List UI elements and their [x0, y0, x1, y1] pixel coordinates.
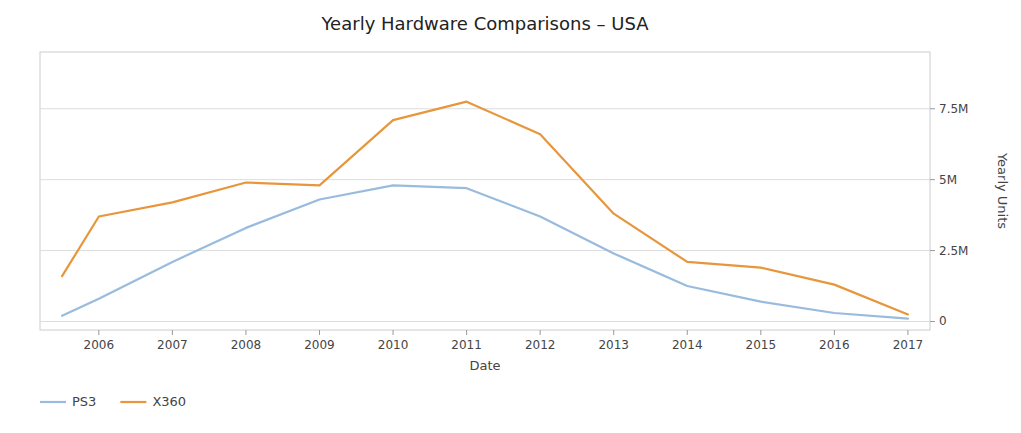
y-tick — [930, 108, 935, 109]
plot-area — [62, 102, 908, 319]
legend: PS3 X360 — [40, 394, 186, 409]
x-tick — [687, 330, 688, 335]
legend-label: X360 — [152, 394, 186, 409]
x-tick-label: 2016 — [819, 338, 850, 352]
x-tick-label: 2007 — [157, 338, 188, 352]
x-tick-label: 2012 — [525, 338, 556, 352]
legend-label: PS3 — [72, 394, 96, 409]
y-tick-label: 2.5M — [939, 244, 968, 258]
x-tick — [760, 330, 761, 335]
legend-swatch — [40, 401, 66, 403]
x-tick-label: 2014 — [672, 338, 703, 352]
x-tick — [98, 330, 99, 335]
x-tick-label: 2015 — [746, 338, 777, 352]
x-tick — [540, 330, 541, 335]
x-tick-label: 2006 — [84, 338, 115, 352]
x-tick — [245, 330, 246, 335]
x-tick — [319, 330, 320, 335]
y-tick-label: 7.5M — [939, 102, 968, 116]
x-axis-label: Date — [469, 358, 500, 373]
x-tick — [613, 330, 614, 335]
x-tick-label: 2013 — [598, 338, 629, 352]
x-tick-label: 2011 — [451, 338, 482, 352]
grid-line — [40, 250, 930, 251]
legend-swatch — [120, 401, 146, 403]
grid-line — [40, 321, 930, 322]
x-tick-label: 2009 — [304, 338, 335, 352]
title: Yearly Hardware Comparisons – USA — [321, 13, 650, 34]
series-line — [62, 102, 908, 315]
x-tick — [907, 330, 908, 335]
grid-line — [40, 179, 930, 180]
plot-frame — [40, 52, 930, 330]
x-tick-label: 2017 — [893, 338, 924, 352]
y-tick — [930, 179, 935, 180]
y-tick-label: 5M — [939, 173, 957, 187]
y-axis-label: Yearly Units — [995, 152, 1010, 229]
x-tick-label: 2010 — [378, 338, 409, 352]
x-tick — [172, 330, 173, 335]
y-tick — [930, 250, 935, 251]
x-tick — [466, 330, 467, 335]
y-tick — [930, 321, 935, 322]
y-tick-label: 0 — [939, 314, 947, 328]
chart: Yearly Hardware Comparisons – USA 0 2.5M 5M… — [0, 0, 1021, 433]
x-tick — [393, 330, 394, 335]
x-tick — [834, 330, 835, 335]
series-line — [62, 185, 908, 318]
x-tick-label: 2008 — [231, 338, 262, 352]
